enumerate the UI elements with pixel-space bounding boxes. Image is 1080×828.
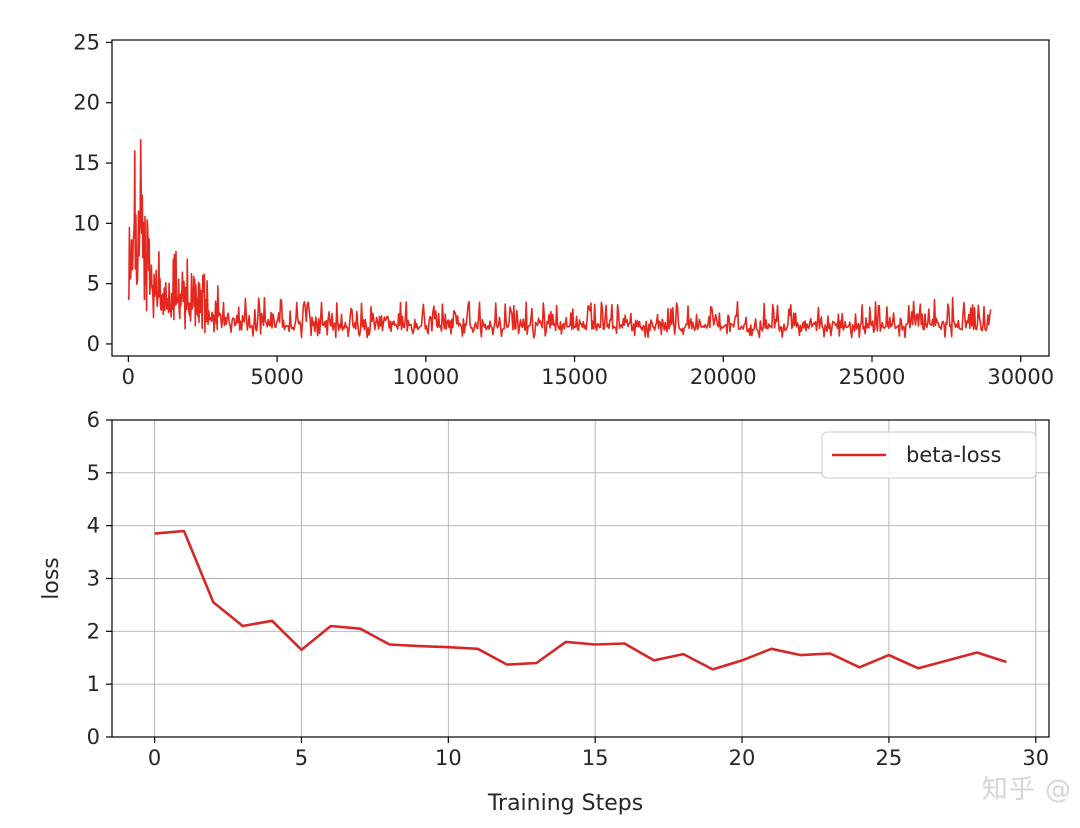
beta-loss-series-line (154, 529, 1007, 671)
y-tick-label: 0 (87, 332, 100, 356)
axes-frame (111, 39, 1050, 357)
y-tick-label: 2 (87, 619, 100, 643)
y-tick-label: 10 (73, 211, 100, 235)
y-tick-label: 3 (87, 567, 100, 591)
y-tick-label: 6 (87, 408, 100, 432)
x-tick-label: 20 (729, 746, 756, 770)
legend-label: beta-loss (906, 443, 1002, 467)
y-tick-label: 4 (87, 514, 100, 538)
y-tick-label: 0 (87, 725, 100, 749)
x-tick-label: 20000 (690, 365, 757, 389)
x-tick-label: 0 (148, 746, 161, 770)
top-chart-panel: 0 5000 10000 15000 20000 25000 30000 0 5 10 15 20 25 (73, 30, 1054, 389)
x-tick-label: 5000 (250, 365, 303, 389)
loss-series-line (127, 138, 992, 339)
x-tick-label: 10000 (392, 365, 459, 389)
y-tick-label: 15 (73, 151, 100, 175)
x-tick-label: 0 (122, 365, 135, 389)
y-tick-label: 25 (73, 30, 100, 54)
legend-box (821, 431, 1037, 479)
x-tick-label: 5 (295, 746, 308, 770)
bottom-chart-panel: 0 5 10 15 20 25 30 0 1 2 3 4 5 6 Training Steps loss bet… (39, 408, 1050, 816)
x-tick-label: 10 (435, 746, 462, 770)
y-tick-label: 5 (87, 272, 100, 296)
x-axis-label: Training Steps (487, 791, 643, 816)
x-tick-label: 25 (876, 746, 903, 770)
y-axis-label: loss (39, 557, 64, 600)
x-tick-label: 15000 (541, 365, 608, 389)
y-tick-label: 20 (73, 91, 100, 115)
y-tick-label: 5 (87, 461, 100, 485)
y-tick-label: 1 (87, 672, 100, 696)
x-tick-label: 15 (582, 746, 609, 770)
x-tick-label: 25000 (839, 365, 906, 389)
watermark: 知乎 @ (981, 775, 1072, 805)
legend: beta-loss (821, 431, 1037, 479)
x-tick-label: 30 (1022, 746, 1049, 770)
x-tick-label: 30000 (987, 365, 1054, 389)
